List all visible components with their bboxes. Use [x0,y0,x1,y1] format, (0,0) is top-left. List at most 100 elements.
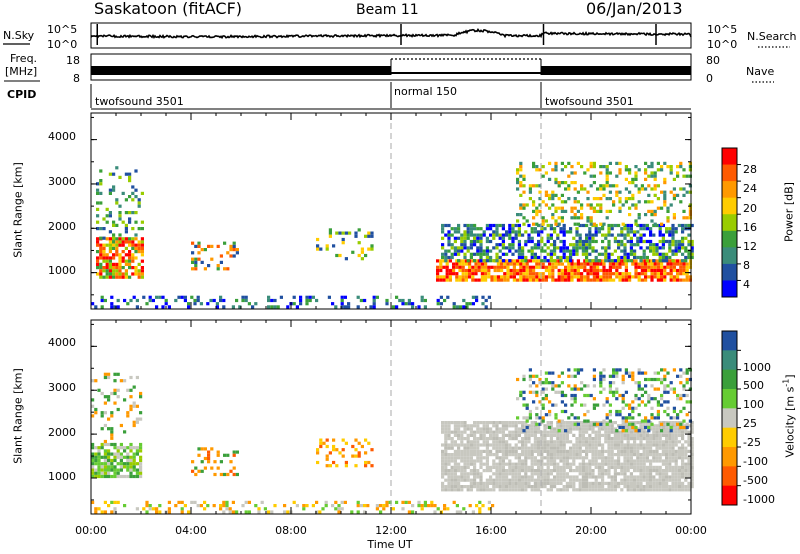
scatter-cell [530,446,534,450]
scatter-cell [637,187,641,191]
scatter-cell [128,179,132,183]
beam-title: Beam 11 [356,2,419,18]
scatter-cell [485,478,489,482]
scatter-cell [257,510,261,514]
scatter-cell [560,181,564,185]
scatter-cell [615,413,619,417]
scatter-cell [116,446,120,450]
scatter-cell [460,469,464,473]
scatter-cell [661,472,665,476]
scatter-cell [601,239,605,244]
scatter-cell [629,475,633,479]
scatter-cell [624,403,628,407]
scatter-cell [124,259,128,263]
scatter-cell [463,469,467,473]
scatter-cell [557,259,561,263]
scatter-cell [466,437,470,441]
scatter-cell [139,465,143,469]
scatter-cell [586,203,590,207]
scatter-cell [586,409,590,414]
scatter-cell [663,272,667,276]
scatter-cell [685,393,689,398]
scatter-cell [473,446,477,450]
scatter-cell [495,465,499,469]
scatter-cell [617,259,621,263]
scatter-cell [690,469,694,473]
scatter-cell [684,453,688,457]
scatter-cell [148,298,152,303]
scatter-cell [232,248,236,252]
scatter-cell [597,252,601,256]
scatter-cell [335,253,339,258]
scatter-cell [589,216,593,220]
scatter-cell [663,377,667,382]
scatter-cell [626,481,630,485]
scatter-cell [128,266,132,270]
scatter-cell [671,427,675,431]
scatter-cell [663,265,667,269]
scatter-cell [447,481,451,485]
scatter-cell [110,474,114,479]
scatter-cell [685,371,689,375]
scatter-cell [94,462,98,466]
scatter-cell [496,268,500,273]
scatter-cell [492,459,496,463]
scatter-cell [684,478,688,482]
scatter-cell [634,184,638,188]
power-ytick-1000: 1000 [48,264,76,277]
scatter-cell [457,252,461,256]
scatter-cell [554,177,558,181]
scatter-cell [559,259,563,263]
scatter-cell [684,469,688,473]
scatter-cell [655,472,659,476]
scatter-cell [335,231,339,235]
power-ytick-4000: 4000 [48,130,76,143]
scatter-cell [592,377,596,382]
scatter-cell [131,243,135,247]
scatter-cell [681,465,685,469]
scatter-cell [653,193,657,197]
scatter-cell [644,278,648,282]
scatter-cell [585,488,589,492]
scatter-cell [482,469,486,473]
scatter-cell [498,456,502,460]
scatter-cell [505,443,509,447]
scatter-cell [404,302,408,306]
scatter-cell [478,507,482,511]
scatter-cell [546,246,550,250]
scatter-cell [530,462,534,466]
scatter-cell [637,168,641,172]
scatter-cell [473,459,477,463]
scatter-cell [468,265,472,269]
scatter-cell [589,262,593,266]
scatter-cell [479,449,483,453]
scatter-cell [617,443,621,447]
scatter-cell [551,384,555,388]
scatter-cell [688,259,692,263]
scatter-cell [677,485,681,489]
scatter-cell [677,478,681,482]
scatter-cell [559,456,563,460]
scatter-cell [559,472,563,476]
scatter-cell [671,472,675,476]
scatter-cell [498,421,502,425]
scatter-cell [588,443,592,447]
scatter-cell [607,252,611,256]
scatter-cell [639,456,643,460]
scatter-cell [113,455,117,459]
scatter-cell [629,243,633,247]
xtick-label: 16:00 [475,524,507,537]
scatter-cell [395,305,399,309]
scatter-cell [128,253,132,257]
scatter-cell [231,305,235,309]
scatter-cell [508,223,512,228]
scatter-cell [688,265,692,269]
scatter-cell [650,416,654,420]
scatter-cell [508,478,512,482]
scatter-cell [457,453,461,457]
scatter-cell [112,262,116,266]
scatter-cell [578,449,582,453]
scatter-cell [655,223,659,228]
scatter-cell [501,485,505,489]
scatter-cell [613,475,617,479]
